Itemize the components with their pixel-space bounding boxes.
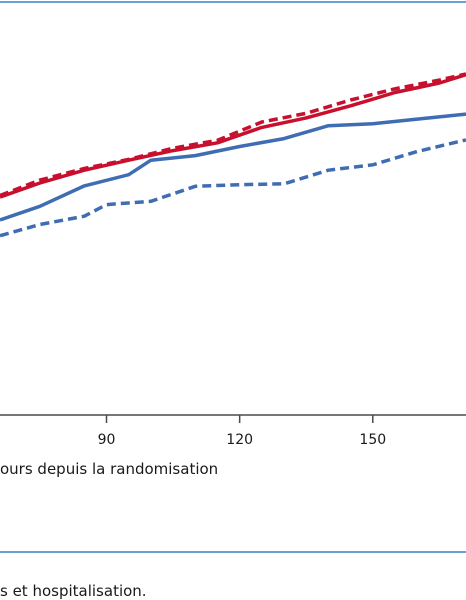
series-group [0,72,466,238]
x-tick-label-0: 90 [98,432,116,448]
series-line-4 [0,138,466,238]
x-tick-label-2: 150 [359,432,386,448]
figure-caption: s et hospitalisation. [0,582,147,600]
x-axis-ticks: 90 120 150 [98,415,386,448]
series-line-1 [0,73,466,199]
line-chart: 90 120 150 [0,72,466,448]
x-tick-label-1: 120 [226,432,253,448]
x-axis-label: ours depuis la randomisation [0,460,219,478]
bottom-rule [0,551,466,553]
top-rule [0,1,466,3]
series-line-3 [0,112,466,222]
